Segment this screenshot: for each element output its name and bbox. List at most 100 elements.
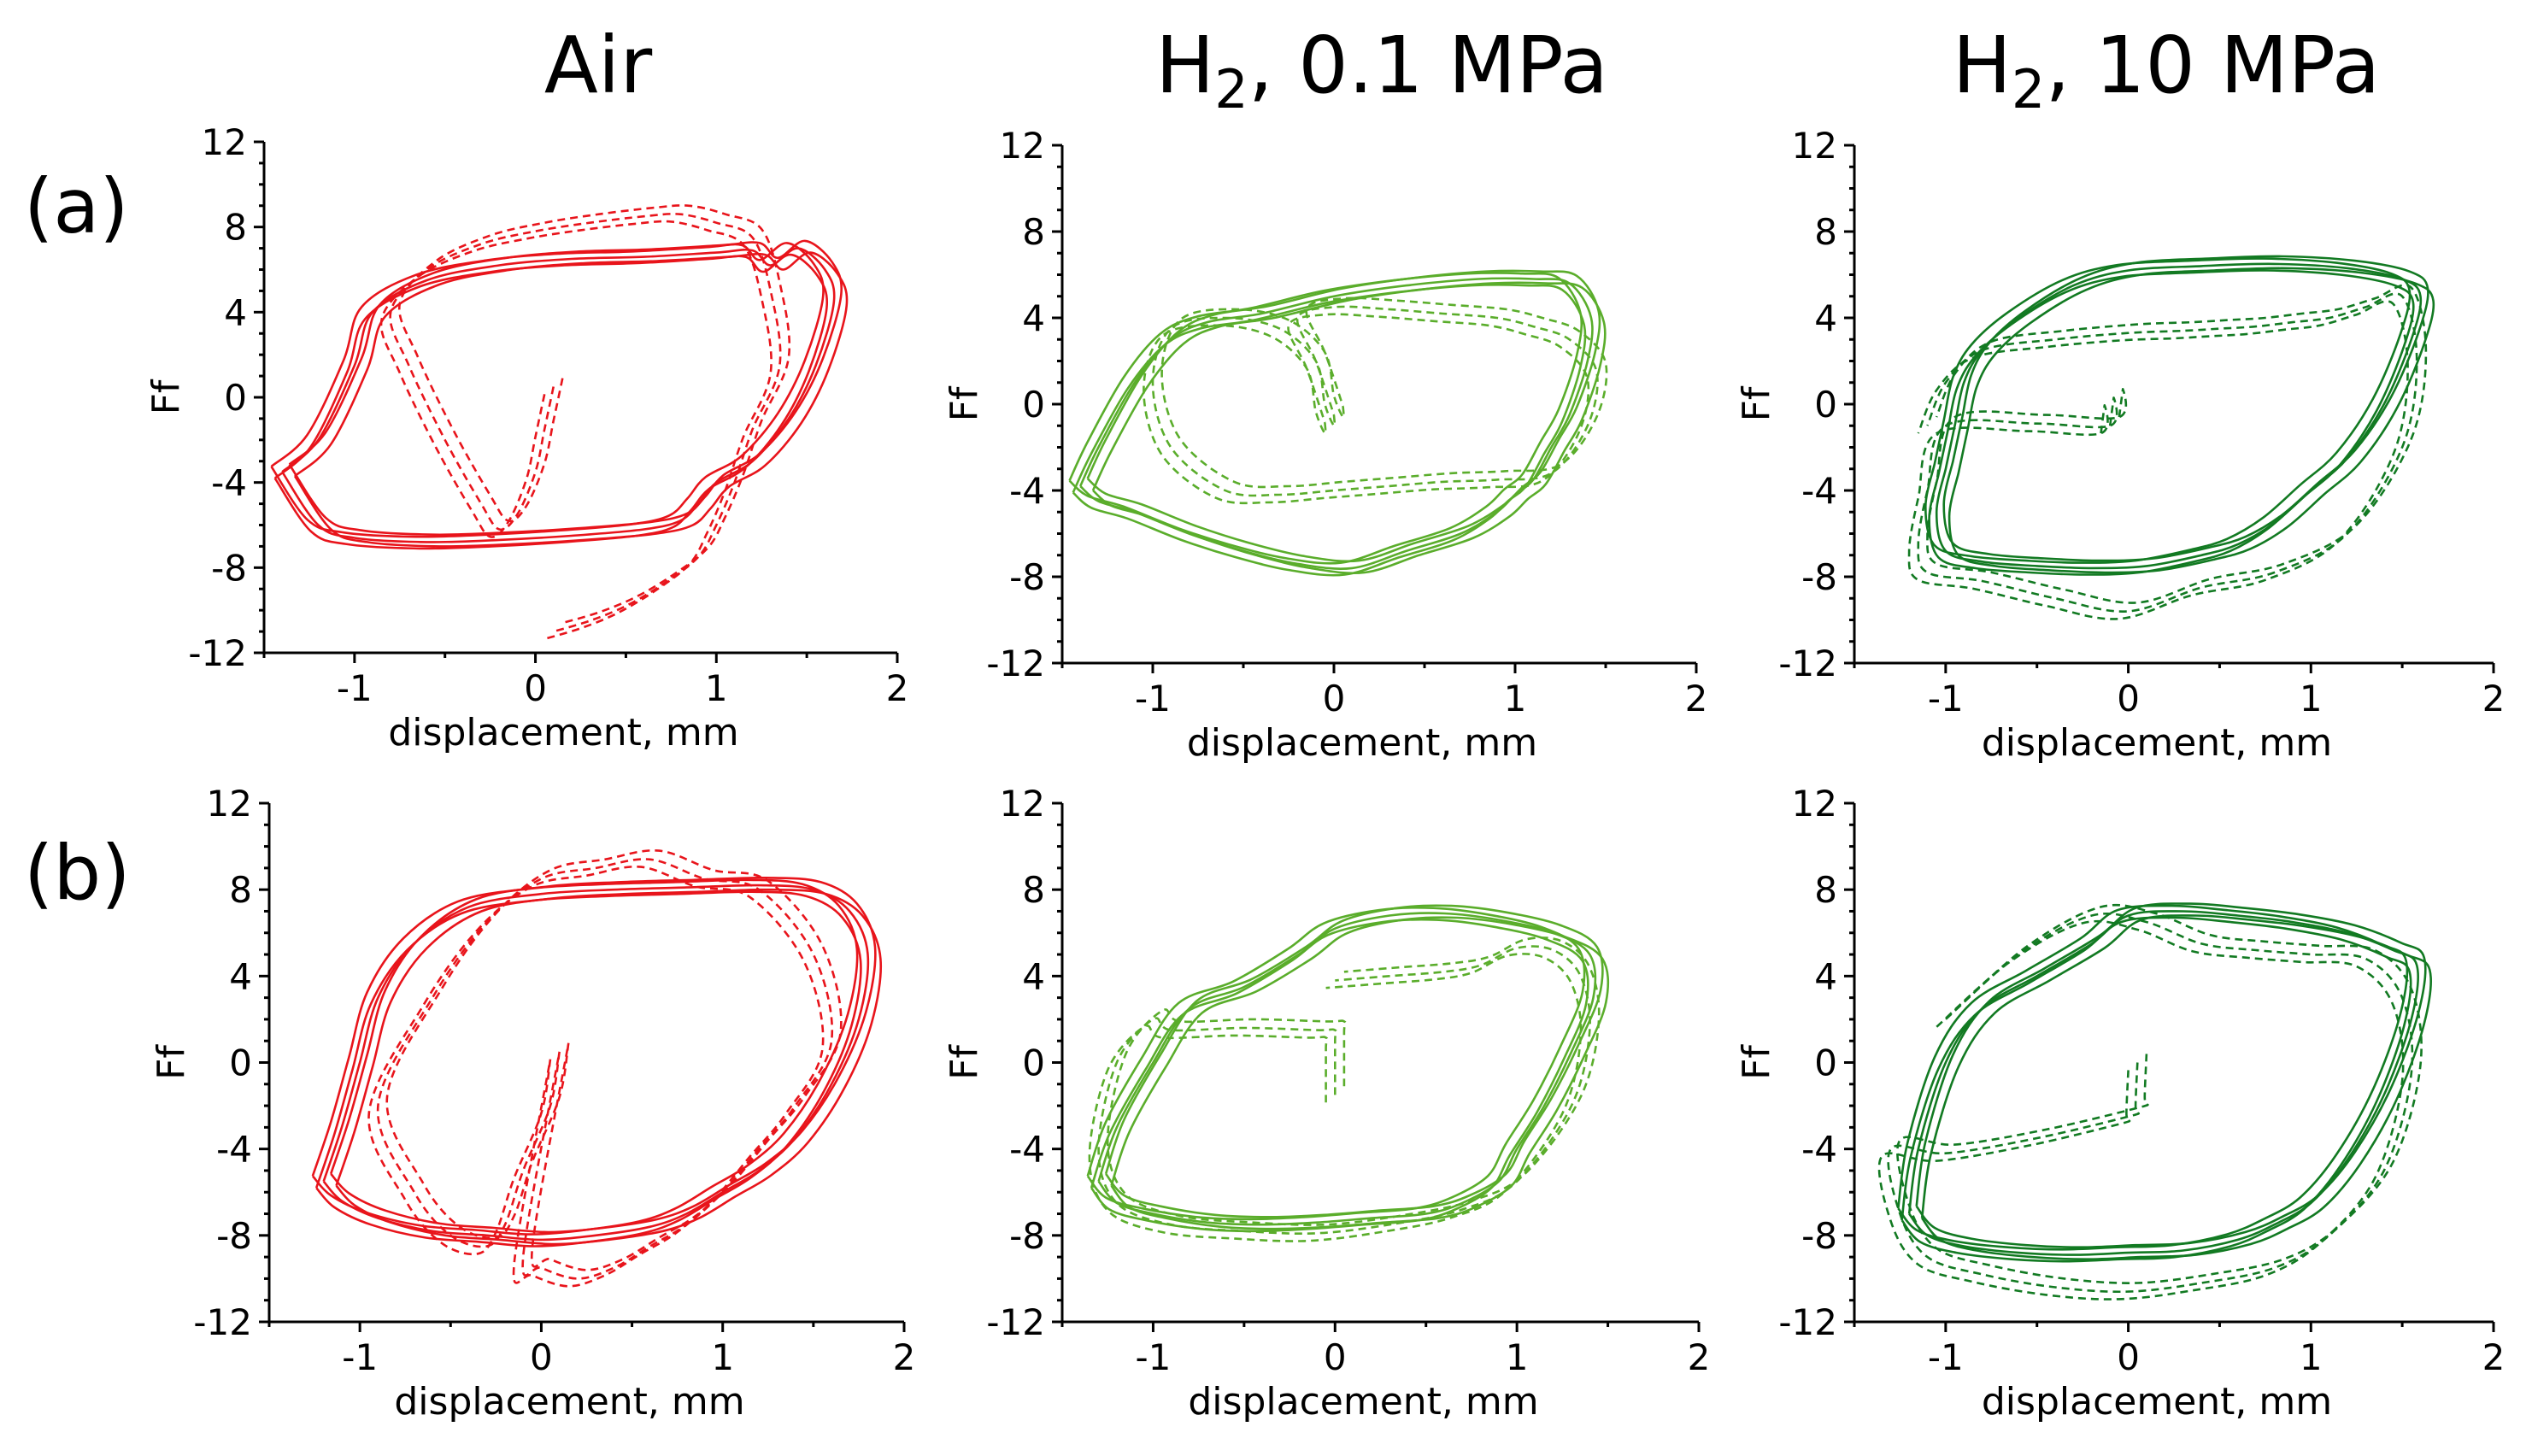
series-line-dashed-0: [1097, 945, 1591, 1236]
x-tick-label: -1: [1135, 678, 1171, 719]
y-axis-label: Ff: [943, 385, 986, 421]
series-line-solid-4: [311, 878, 859, 1236]
series-line-solid-1: [288, 239, 843, 537]
y-axis-label: Ff: [150, 1044, 193, 1080]
y-tick-label: -12: [1778, 643, 1837, 684]
series-line-solid-2: [1090, 918, 1589, 1233]
y-tick-label: -8: [1009, 556, 1045, 598]
y-tick-label: 8: [1022, 869, 1045, 911]
x-tick-label: 0: [2117, 678, 2140, 719]
series-line-solid-0: [281, 247, 836, 543]
y-tick-label: -4: [1009, 1129, 1045, 1171]
x-axis-label: displacement, mm: [1982, 721, 2332, 765]
x-tick-label: -1: [1135, 1336, 1171, 1378]
y-tick-label: 8: [229, 869, 252, 911]
row-label-b: (b): [24, 829, 131, 917]
y-tick-label: -12: [986, 643, 1045, 684]
y-axis-label: Ff: [144, 379, 188, 414]
y-tick-label: 4: [1022, 297, 1045, 339]
y-tick-label: 0: [1022, 384, 1045, 426]
series-dashed: [1877, 903, 2423, 1300]
series-line-dashed-1: [1926, 284, 2428, 604]
x-axis-label: displacement, mm: [1187, 721, 1537, 765]
y-tick-label: 0: [1022, 1042, 1045, 1084]
y-tick-label: -8: [216, 1215, 252, 1257]
series-line-solid-2: [1928, 269, 2415, 576]
series-line-dashed-0: [1151, 305, 1599, 497]
series-line-dashed-1: [397, 204, 791, 625]
series-solid: [1924, 255, 2435, 576]
x-tick-label: 1: [711, 1336, 734, 1378]
x-tick-label: 2: [1688, 1336, 1711, 1378]
x-axis-label: displacement, mm: [1982, 1380, 2332, 1424]
y-tick-label: 0: [229, 1042, 252, 1084]
series-line-solid-4: [270, 242, 825, 538]
series-line-dashed-1: [1106, 936, 1601, 1226]
y-tick-label: 4: [1814, 297, 1837, 339]
y-tick-label: 4: [229, 955, 252, 997]
y-tick-label: -12: [1778, 1301, 1837, 1343]
series-line-solid-3: [1947, 267, 2435, 574]
series-line-dashed-2: [1088, 953, 1583, 1242]
series-dashed: [367, 848, 843, 1288]
y-tick-label: 4: [1022, 955, 1045, 997]
column-title-air: Air: [544, 20, 652, 111]
y-tick-label: -4: [216, 1129, 252, 1171]
x-tick-label: 2: [2482, 1336, 2506, 1378]
x-tick-label: 0: [530, 1336, 553, 1378]
series-line-dashed-2: [367, 865, 825, 1288]
series-line-dashed-0: [376, 858, 834, 1280]
x-tick-label: 0: [1323, 678, 1346, 719]
x-axis-label: displacement, mm: [388, 711, 738, 754]
x-tick-label: 2: [886, 667, 909, 709]
x-tick-label: -1: [342, 1336, 378, 1378]
y-tick-label: -8: [1009, 1215, 1045, 1257]
series-line-dashed-0: [1917, 292, 2418, 613]
y-tick-label: 12: [1000, 783, 1045, 825]
y-tick-label: -12: [188, 632, 247, 674]
series-line-dashed-0: [389, 213, 782, 633]
y-tick-label: -8: [1801, 1215, 1837, 1257]
series-solid: [1897, 902, 2432, 1263]
y-tick-label: -12: [193, 1301, 252, 1343]
series-line-solid-2: [273, 253, 829, 550]
y-tick-label: -4: [1009, 470, 1045, 512]
y-tick-label: -12: [986, 1301, 1045, 1343]
series-line-dashed-2: [1877, 919, 2405, 1300]
y-tick-label: -4: [1801, 470, 1837, 512]
column-title-h2-01-sub: 2: [1214, 58, 1248, 120]
series-line-dashed-1: [1896, 903, 2423, 1284]
y-tick-label: 12: [1792, 125, 1837, 167]
x-tick-label: 1: [1506, 1336, 1529, 1378]
row-label-a: (a): [24, 162, 129, 250]
series-solid: [270, 239, 849, 550]
series-line-solid-4: [1897, 904, 2409, 1251]
y-axis-label: Ff: [1735, 385, 1778, 421]
y-tick-label: 0: [1814, 1042, 1837, 1084]
x-axis-label: displacement, mm: [394, 1380, 744, 1424]
y-tick-label: -4: [211, 462, 247, 504]
y-axis-label: Ff: [1735, 1044, 1778, 1080]
y-tick-label: 0: [224, 377, 247, 419]
x-tick-label: 1: [2300, 678, 2323, 719]
x-tick-label: 0: [1324, 1336, 1347, 1378]
series-line-dashed-1: [385, 848, 843, 1271]
series-line-solid-0: [1935, 262, 2423, 570]
x-tick-label: 1: [2300, 1336, 2323, 1378]
y-tick-label: 4: [1814, 955, 1837, 997]
x-tick-label: 2: [2482, 678, 2506, 719]
y-tick-label: 4: [224, 291, 247, 333]
series-dashed: [1907, 284, 2428, 620]
y-tick-label: 12: [207, 783, 252, 825]
series-line-solid-4: [1086, 906, 1586, 1221]
y-tick-label: 8: [1814, 869, 1837, 911]
x-tick-label: -1: [1928, 678, 1964, 719]
column-title-h2-10-main: H: [1953, 20, 2012, 111]
column-title-h2-01-rest: , 0.1 MPa: [1248, 20, 1608, 111]
x-tick-label: 1: [1504, 678, 1527, 719]
series-line-solid-1: [1942, 255, 2429, 562]
